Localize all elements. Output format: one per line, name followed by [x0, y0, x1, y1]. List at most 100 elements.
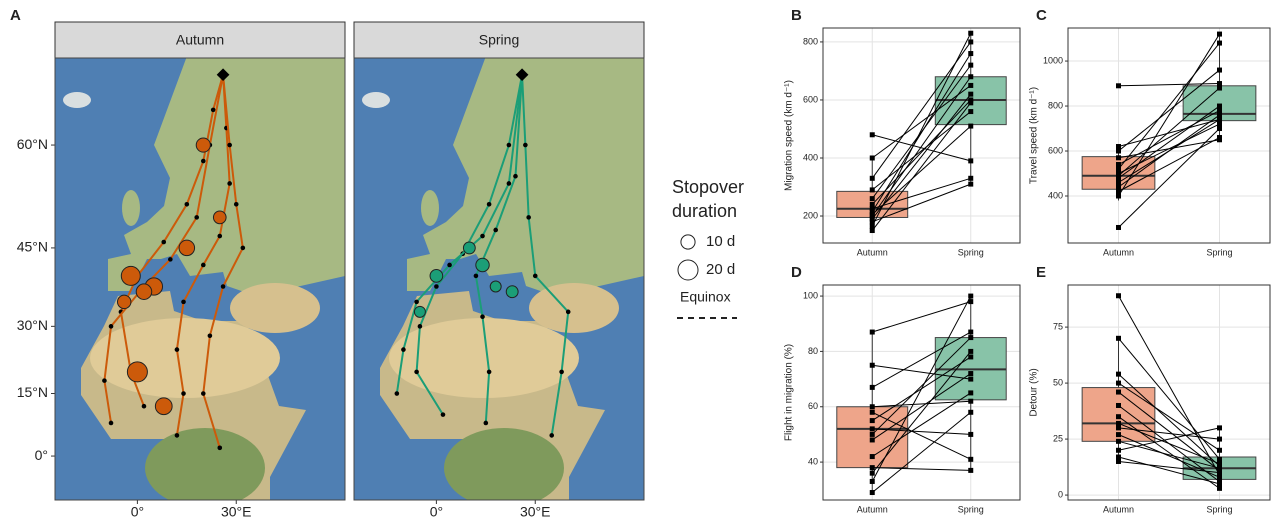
pair-line	[872, 428, 971, 435]
pair-point	[869, 223, 875, 229]
pair-point	[1116, 188, 1121, 194]
pair-line	[871, 411, 972, 493]
pair-point	[1116, 458, 1121, 464]
track-point	[240, 245, 246, 251]
pair-line	[1118, 137, 1220, 192]
pair-point	[869, 470, 875, 476]
x-tick-label: Autumn	[1103, 504, 1134, 514]
pair-line	[872, 134, 971, 162]
track-point	[227, 142, 232, 148]
pair-point	[1116, 371, 1121, 377]
y-tick-label: 80	[808, 346, 818, 356]
pair-line	[871, 125, 972, 215]
track-point	[102, 378, 107, 383]
track-point	[559, 369, 564, 375]
pair-line	[1118, 295, 1220, 476]
pair-line	[872, 364, 971, 380]
pair-line	[1118, 33, 1220, 197]
facet-strip	[353, 21, 645, 59]
pair-point	[869, 404, 875, 410]
panel-label: A	[10, 7, 21, 24]
pair-line	[1118, 456, 1220, 485]
pair-line	[872, 177, 971, 210]
pair-line	[872, 467, 971, 471]
pair-point	[1116, 144, 1121, 150]
pair-line	[871, 111, 972, 191]
legend-size	[680, 234, 696, 250]
pair-line	[871, 93, 972, 220]
pair-point	[1217, 85, 1222, 91]
pair-line	[1118, 119, 1220, 183]
track-point	[181, 391, 186, 396]
track-point	[526, 215, 531, 220]
pair-point	[869, 478, 875, 484]
pair-point	[1217, 137, 1222, 143]
pair-point	[1217, 467, 1222, 473]
stopover	[475, 257, 490, 273]
pair-point	[869, 212, 875, 218]
pair-point	[968, 371, 974, 377]
pair-line	[871, 373, 972, 441]
pair-line	[1118, 427, 1220, 451]
pair-line	[871, 41, 972, 179]
y-tick-label: 100	[803, 290, 818, 300]
track-line	[103, 74, 225, 424]
pair-point	[869, 228, 875, 234]
pair-point	[869, 132, 875, 138]
x-tick-label: Autumn	[1103, 247, 1134, 257]
pair-point	[1217, 103, 1222, 109]
stopover	[126, 361, 148, 383]
pair-point	[1217, 447, 1222, 453]
pair-line	[872, 411, 971, 460]
x-tick-label: Autumn	[857, 504, 888, 514]
pair-line	[872, 331, 971, 388]
stopover	[413, 305, 426, 318]
plot-frame	[822, 284, 1021, 501]
pair-line	[1118, 139, 1220, 159]
pair-line	[1118, 434, 1220, 478]
track-point	[486, 369, 492, 375]
pair-point	[869, 175, 875, 181]
pair-point	[968, 62, 974, 68]
y-axis-label: Detour (%)	[1029, 368, 1040, 416]
pair-point	[1116, 402, 1121, 408]
pair-line	[1118, 105, 1220, 179]
tracks	[394, 72, 571, 438]
pair-point	[869, 465, 875, 471]
y-tick-label: 800	[803, 36, 818, 46]
track-point	[207, 333, 213, 339]
track-point	[414, 299, 419, 305]
pair-point	[1217, 463, 1222, 469]
track-line	[415, 74, 524, 416]
pair-point	[1116, 389, 1121, 395]
pair-point	[869, 155, 875, 161]
plot-frame	[1067, 27, 1271, 244]
pair-point	[968, 467, 974, 473]
pair-point	[1116, 293, 1121, 299]
pair-point	[968, 158, 974, 164]
y-tick-label: 400	[803, 152, 818, 162]
pair-point	[1116, 447, 1121, 453]
pair-point	[1217, 456, 1222, 462]
pair-point	[1116, 155, 1121, 161]
pair-point	[1217, 31, 1222, 37]
facet-strip	[54, 21, 346, 59]
pair-point	[869, 196, 875, 202]
pair-point	[1116, 335, 1121, 341]
legend-title: Stopover	[672, 177, 744, 197]
pair-point	[1116, 148, 1121, 154]
track-point	[174, 347, 180, 352]
pair-point	[1116, 432, 1121, 438]
panel-label: D	[791, 264, 802, 281]
y-axis-label: Flight in migration (%)	[784, 344, 795, 441]
pair-point	[968, 335, 974, 341]
x-tick-label: 30°E	[520, 504, 551, 519]
pair-point	[869, 409, 875, 415]
pair-point	[869, 431, 875, 437]
x-tick-label: 30°E	[221, 504, 252, 519]
plot-bg	[1068, 28, 1270, 243]
pair-point	[1116, 224, 1121, 230]
pair-point	[1217, 485, 1222, 491]
track-point	[108, 420, 114, 426]
